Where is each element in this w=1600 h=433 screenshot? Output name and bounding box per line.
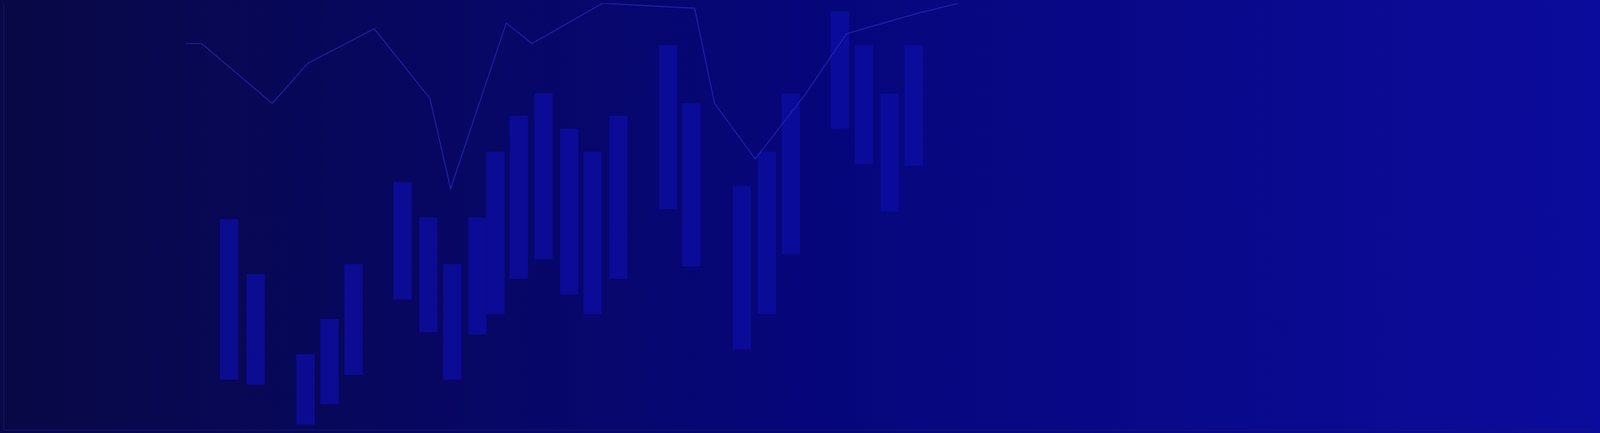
candles [220, 11, 924, 425]
candle [560, 129, 579, 295]
candle [509, 115, 528, 280]
price-line [185, 3, 959, 190]
candle [419, 217, 438, 333]
candle [443, 264, 462, 380]
candle [393, 182, 412, 300]
candle [732, 186, 751, 350]
candle [486, 151, 505, 315]
candle [682, 103, 701, 267]
candle [534, 93, 553, 260]
candle [583, 151, 602, 315]
candle [659, 45, 678, 210]
candle [246, 274, 265, 385]
candle [609, 115, 628, 280]
chart [0, 0, 1600, 433]
candle [468, 217, 487, 335]
background [0, 0, 1600, 433]
plot-area [185, 3, 959, 425]
y-axis [3, 4, 5, 431]
candle [830, 11, 850, 130]
axis-line [3, 4, 5, 431]
x-axis [4, 430, 1598, 431]
candle [320, 319, 339, 405]
candle [880, 93, 900, 212]
candle [904, 45, 923, 166]
candle [295, 354, 315, 425]
candle [220, 219, 239, 380]
candle [757, 151, 776, 315]
candle [344, 264, 363, 375]
axis-line [4, 430, 1598, 431]
candle [781, 93, 800, 255]
candle [855, 45, 874, 165]
